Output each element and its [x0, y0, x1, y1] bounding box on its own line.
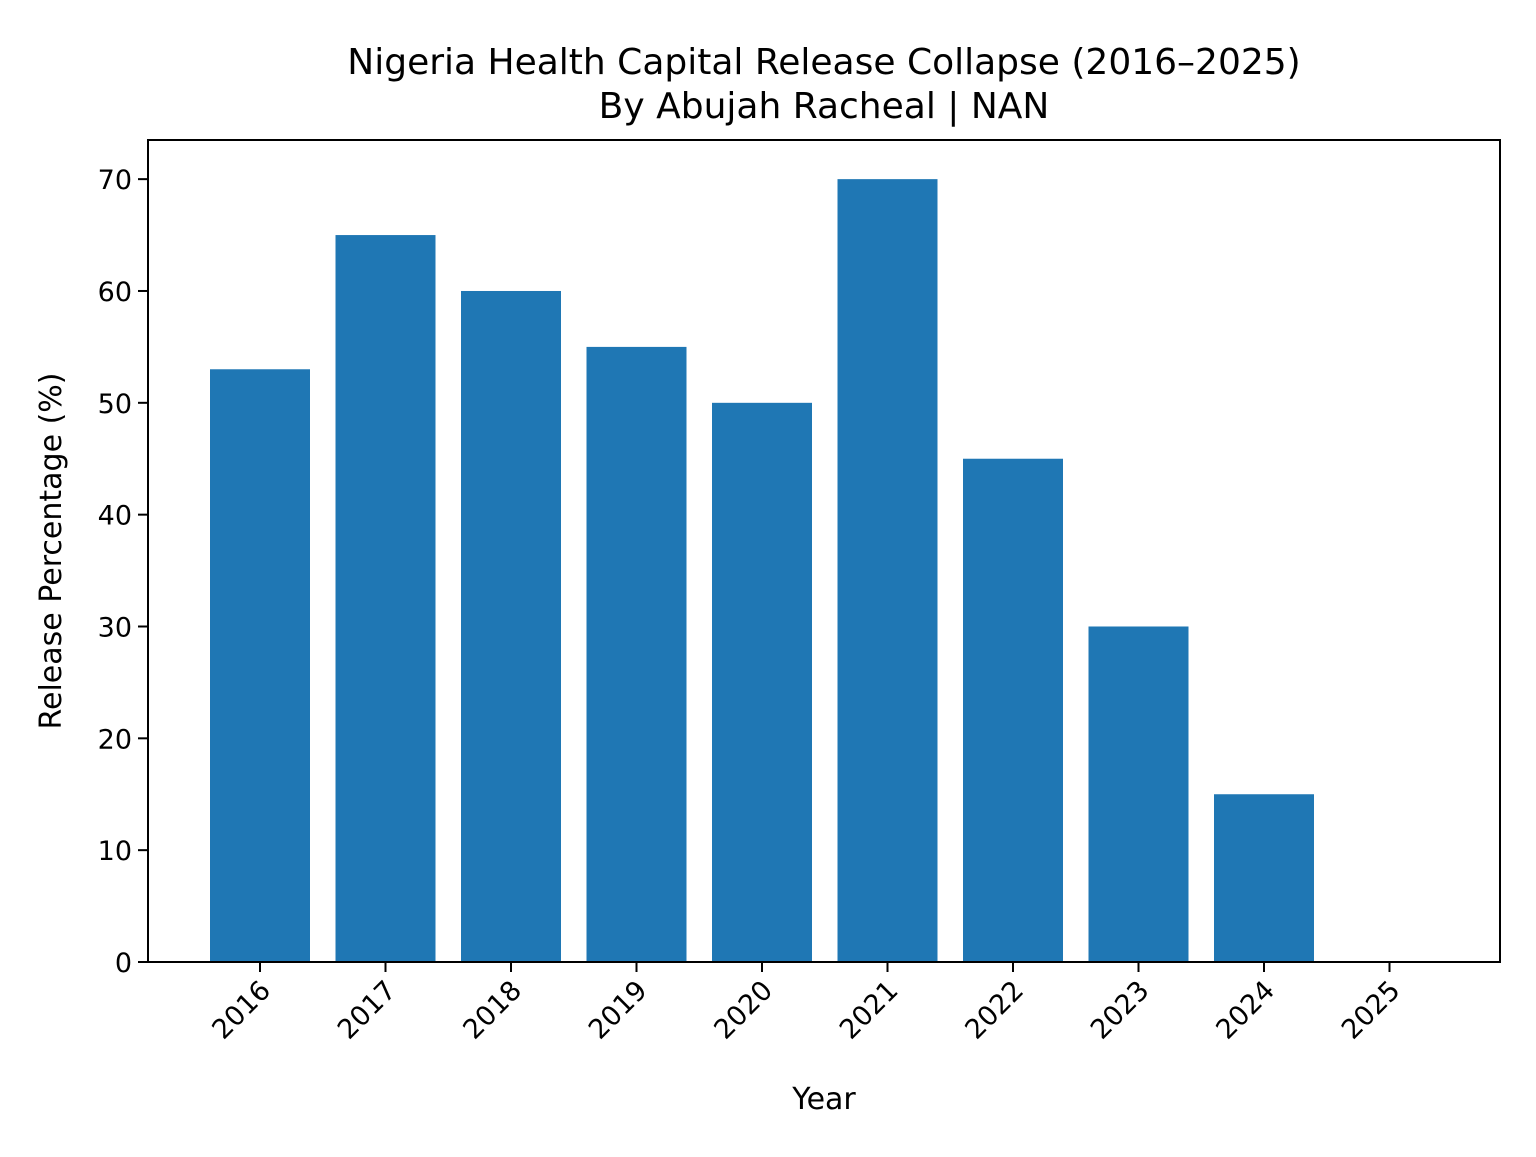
bar-2020 — [712, 402, 812, 963]
y-tick-label-10: 10 — [98, 836, 132, 867]
bar-2021 — [837, 179, 938, 963]
bar-2024 — [1214, 794, 1314, 962]
x-axis-label: Year — [791, 1082, 856, 1117]
y-tick-label-20: 20 — [98, 724, 132, 755]
chart-title-line1: Nigeria Health Capital Release Collapse … — [347, 42, 1300, 83]
bar-2016 — [210, 369, 310, 962]
plot-frame — [147, 139, 1501, 963]
y-axis-label: Release Percentage (%) — [34, 373, 69, 730]
bar-2019 — [586, 346, 687, 962]
y-tick-label-0: 0 — [115, 948, 132, 979]
y-axis-ticks: 0 10 20 30 40 50 60 70 — [98, 165, 148, 979]
chart-title-line2: By Abujah Racheal | NAN — [599, 86, 1050, 127]
bar-2022 — [963, 458, 1063, 962]
y-tick-label-50: 50 — [98, 389, 132, 420]
y-tick-label-30: 30 — [98, 612, 132, 643]
y-tick-label-70: 70 — [98, 165, 132, 196]
bar-2023 — [1088, 626, 1189, 962]
bar-2017 — [335, 235, 436, 962]
y-tick-label-60: 60 — [98, 277, 132, 308]
bars-layer — [210, 179, 1314, 963]
y-tick-label-40: 40 — [98, 501, 132, 532]
bar-2018 — [461, 290, 561, 962]
